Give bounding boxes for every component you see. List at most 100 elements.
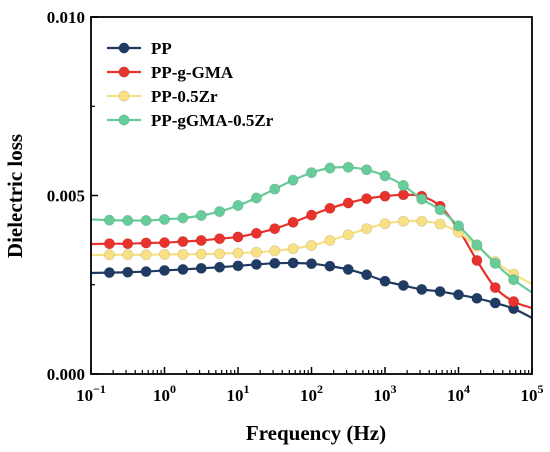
- data-point: [397, 189, 409, 201]
- data-point: [140, 237, 152, 249]
- data-point: [489, 297, 501, 309]
- data-point: [269, 183, 281, 195]
- data-point: [159, 237, 171, 249]
- data-point: [103, 214, 115, 226]
- data-point: [416, 193, 428, 205]
- data-point: [305, 258, 317, 270]
- data-point: [452, 220, 464, 232]
- data-point: [342, 263, 354, 275]
- data-point: [397, 279, 409, 291]
- data-point: [232, 247, 244, 259]
- data-point: [250, 192, 262, 204]
- series-line: [90, 261, 533, 319]
- x-tick-label: 105: [521, 382, 544, 405]
- data-point: [342, 161, 354, 173]
- data-point: [214, 261, 226, 273]
- data-point: [324, 202, 336, 214]
- data-point: [379, 218, 391, 230]
- data-point: [471, 292, 483, 304]
- data-point: [250, 258, 262, 270]
- data-point: [122, 249, 134, 261]
- data-point: [159, 248, 171, 260]
- legend-label: PP: [151, 39, 172, 58]
- x-tick-label: 10−1: [76, 382, 106, 405]
- data-point: [508, 296, 520, 308]
- series-line: [90, 166, 533, 294]
- series-pp: [90, 257, 533, 319]
- x-tick-label: 102: [300, 382, 323, 405]
- data-point: [379, 275, 391, 287]
- legend-swatch-marker: [118, 114, 130, 126]
- data-point: [434, 204, 446, 216]
- data-point: [489, 257, 501, 269]
- data-point: [232, 199, 244, 211]
- data-point: [287, 243, 299, 255]
- data-point: [159, 264, 171, 276]
- x-tick-label: 101: [227, 382, 250, 405]
- legend-label: PP-gGMA-0.5Zr: [151, 111, 274, 130]
- data-point: [195, 234, 207, 246]
- data-point: [214, 206, 226, 218]
- data-point: [508, 274, 520, 286]
- legend-item-pp-ggma-0-5zr: PP-gGMA-0.5Zr: [107, 111, 274, 130]
- data-point: [122, 238, 134, 250]
- data-point: [305, 239, 317, 251]
- series-pp-ggma-0-5zr: [90, 161, 533, 294]
- y-axis-title: Dielectric loss: [3, 134, 27, 258]
- data-point: [361, 269, 373, 281]
- data-point: [434, 286, 446, 298]
- data-point: [269, 257, 281, 269]
- data-point: [324, 162, 336, 174]
- data-point: [305, 167, 317, 179]
- data-point: [159, 213, 171, 225]
- data-point: [177, 236, 189, 248]
- y-tick-label: 0.005: [47, 187, 85, 206]
- data-point: [416, 283, 428, 295]
- legend: PP PP-g-GMA PP-0.5Zr PP-gGMA-0.5Zr: [107, 39, 274, 130]
- data-point: [324, 234, 336, 246]
- data-point: [471, 254, 483, 266]
- legend-item-pp-0-5zr: PP-0.5Zr: [107, 87, 218, 106]
- data-point: [287, 216, 299, 228]
- series-pp-0-5zr: [90, 215, 533, 286]
- data-point: [361, 193, 373, 205]
- data-point: [397, 215, 409, 227]
- y-tick-label: 0.000: [47, 365, 85, 384]
- series-line: [90, 219, 533, 286]
- data-point: [103, 238, 115, 250]
- x-tick-label: 104: [447, 382, 470, 405]
- data-point: [361, 164, 373, 176]
- legend-label: PP-0.5Zr: [151, 87, 218, 106]
- data-point: [379, 190, 391, 202]
- data-point: [214, 248, 226, 260]
- data-point: [232, 231, 244, 243]
- legend-swatch-marker: [118, 42, 130, 54]
- axes-layer: 10−1 100 101 102 103 104 105 0.000 0.005 0.010: [47, 8, 544, 405]
- data-point: [416, 215, 428, 227]
- data-point: [140, 214, 152, 226]
- data-point: [122, 266, 134, 278]
- data-point: [232, 260, 244, 272]
- data-point: [379, 170, 391, 182]
- y-tick-label: 0.010: [47, 8, 85, 27]
- x-tick-label: 100: [153, 382, 176, 405]
- data-point: [195, 209, 207, 221]
- x-axis-title: Frequency (Hz): [246, 421, 386, 445]
- data-point: [489, 282, 501, 294]
- data-point: [305, 209, 317, 221]
- data-point: [103, 267, 115, 279]
- data-point: [434, 218, 446, 230]
- data-point: [452, 289, 464, 301]
- data-point: [269, 223, 281, 235]
- data-point: [287, 174, 299, 186]
- legend-label: PP-g-GMA: [151, 63, 234, 82]
- legend-item-pp-g-gma: PP-g-GMA: [107, 63, 234, 82]
- legend-item-pp: PP: [107, 39, 172, 58]
- data-point: [177, 248, 189, 260]
- data-point: [361, 223, 373, 235]
- series-pp-g-gma: [90, 189, 533, 309]
- data-point: [140, 249, 152, 261]
- legend-swatch-marker: [118, 66, 130, 78]
- data-point: [287, 257, 299, 269]
